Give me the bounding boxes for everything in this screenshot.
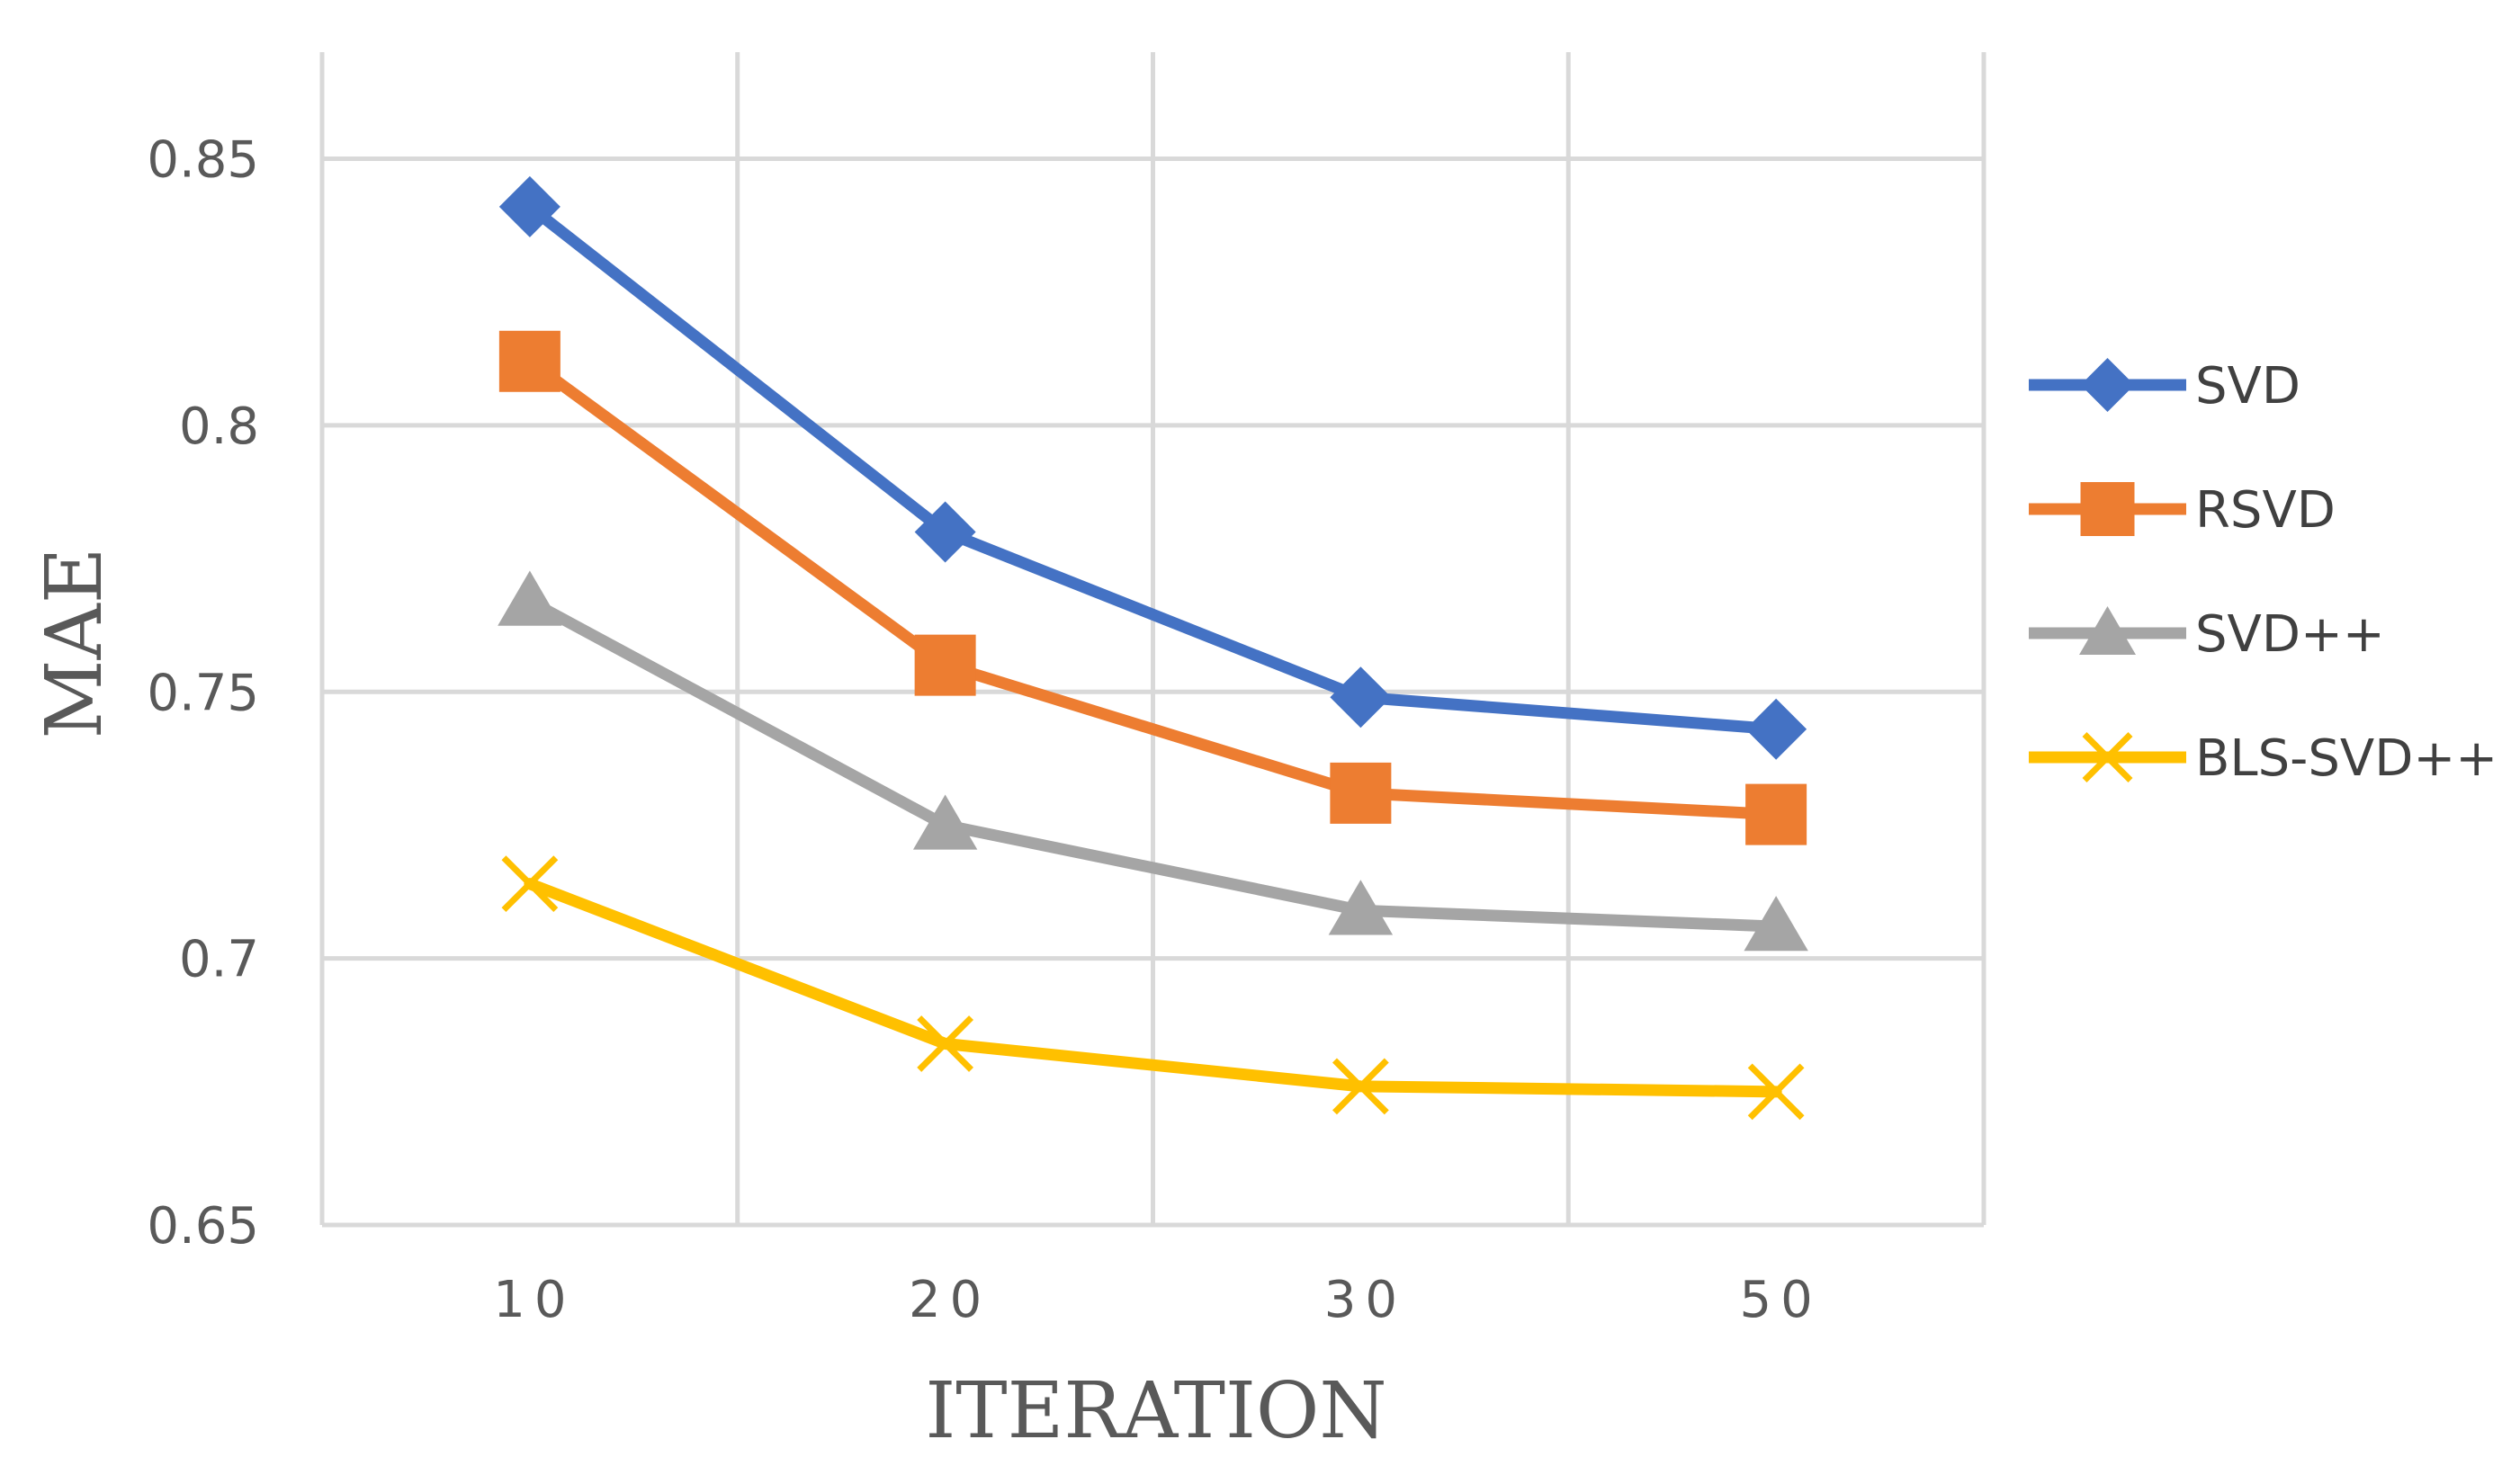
data-point-diamond bbox=[2080, 358, 2135, 412]
x-stroke bbox=[1332, 1058, 1389, 1115]
series-line bbox=[524, 355, 1782, 821]
y-axis-title: MAE bbox=[30, 548, 120, 739]
legend-label: BLS-SVD++ bbox=[2195, 729, 2498, 788]
data-point-triangle bbox=[1328, 880, 1394, 935]
data-point-diamond bbox=[1745, 698, 1807, 760]
series-lines bbox=[498, 175, 1808, 1121]
data-point-triangle bbox=[1744, 896, 1808, 952]
data-point-x bbox=[2082, 732, 2133, 782]
x-stroke bbox=[917, 1015, 973, 1072]
series-svd- bbox=[498, 570, 1808, 952]
gridlines bbox=[319, 52, 1986, 1228]
data-point-square bbox=[914, 634, 976, 696]
series-line bbox=[524, 595, 1782, 933]
x-tick-label: 10 bbox=[493, 1271, 575, 1329]
x-stroke bbox=[501, 855, 559, 913]
data-point-triangle bbox=[912, 794, 978, 850]
data-point-x bbox=[1747, 1063, 1805, 1121]
legend-item: RSVD bbox=[2029, 481, 2336, 540]
x-tick-label: 20 bbox=[909, 1271, 991, 1329]
series-bls-svd- bbox=[501, 855, 1805, 1121]
data-point-square bbox=[498, 330, 560, 392]
y-tick-label: 0.85 bbox=[147, 131, 259, 190]
legend: SVD RSVD SVD++ BLS-SVD++ bbox=[2029, 357, 2498, 788]
y-tick-label: 0.7 bbox=[179, 931, 259, 989]
data-point-diamond bbox=[914, 501, 976, 563]
data-point-triangle bbox=[498, 570, 562, 626]
data-point-square bbox=[2080, 482, 2135, 536]
data-point-diamond bbox=[1330, 666, 1392, 729]
data-point-square bbox=[1330, 762, 1392, 824]
y-tick-label: 0.65 bbox=[147, 1197, 259, 1256]
x-stroke bbox=[1747, 1063, 1805, 1121]
series-rsvd bbox=[498, 330, 1807, 845]
x-tick-label: 30 bbox=[1324, 1271, 1406, 1329]
y-tick-label: 0.75 bbox=[147, 664, 259, 722]
data-point-diamond bbox=[498, 175, 560, 237]
y-axis-ticks: 0.65 0.7 0.75 0.8 0.85 bbox=[147, 131, 259, 1256]
series-svd bbox=[498, 175, 1807, 760]
x-axis-title: ITERATION bbox=[925, 1366, 1386, 1456]
series-line bbox=[524, 878, 1782, 1098]
legend-item: BLS-SVD++ bbox=[2029, 729, 2498, 788]
data-point-square bbox=[1745, 783, 1807, 845]
legend-label: SVD++ bbox=[2195, 605, 2385, 664]
legend-item: SVD bbox=[2029, 357, 2300, 416]
series-line bbox=[524, 201, 1782, 736]
x-stroke bbox=[2082, 732, 2133, 782]
legend-label: SVD bbox=[2195, 357, 2300, 416]
data-point-x bbox=[501, 855, 559, 913]
data-point-triangle bbox=[2079, 606, 2136, 655]
x-axis-ticks: 10 20 30 50 bbox=[493, 1271, 1821, 1329]
data-point-x bbox=[1332, 1058, 1389, 1115]
y-tick-label: 0.8 bbox=[179, 398, 259, 456]
x-tick-label: 50 bbox=[1739, 1271, 1821, 1329]
data-point-x bbox=[917, 1015, 973, 1072]
legend-item: SVD++ bbox=[2029, 605, 2385, 664]
legend-label: RSVD bbox=[2195, 481, 2336, 540]
